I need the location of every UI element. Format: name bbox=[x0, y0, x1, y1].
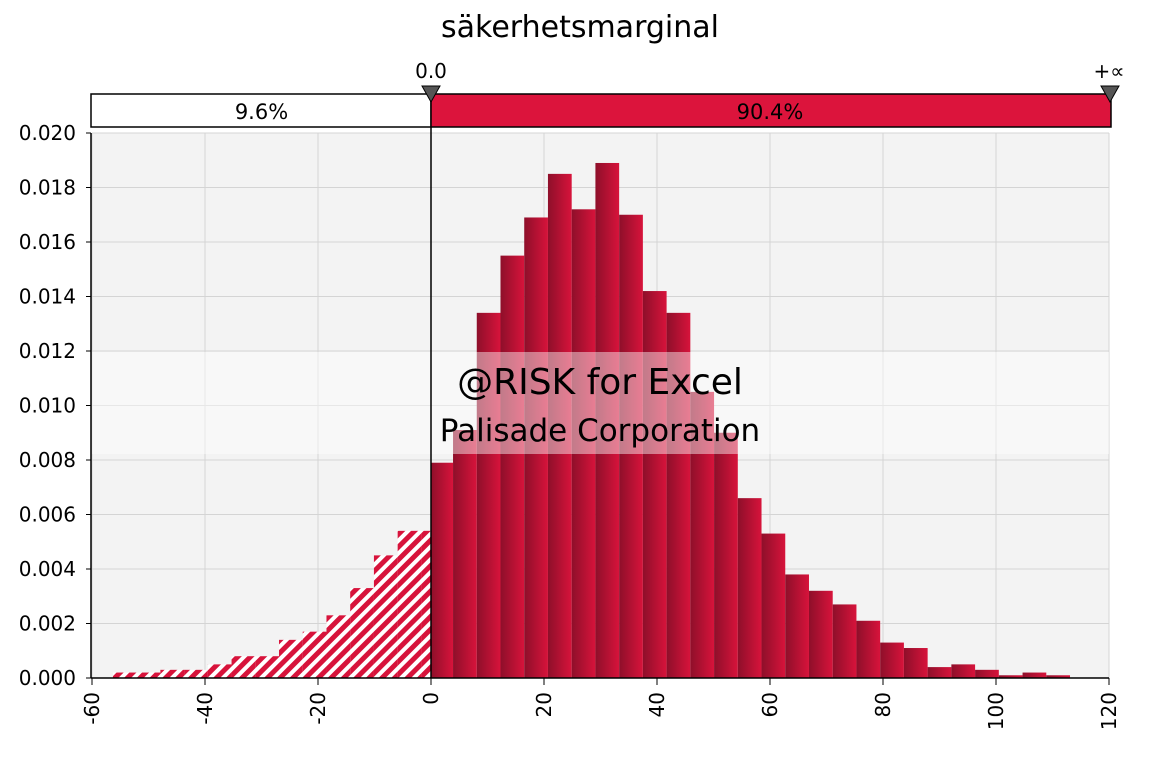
x-tick-label: -40 bbox=[193, 692, 217, 725]
histogram-bar bbox=[666, 312, 691, 678]
y-tick-label: 0.014 bbox=[19, 285, 76, 309]
y-tick-label: 0.018 bbox=[19, 176, 76, 200]
histogram-bar bbox=[856, 620, 881, 678]
x-tick-label: 60 bbox=[758, 692, 782, 717]
histogram-bar bbox=[255, 656, 280, 678]
x-tick-label: 100 bbox=[984, 692, 1008, 730]
y-tick-label: 0.004 bbox=[19, 557, 76, 581]
x-tick-label: 120 bbox=[1097, 692, 1121, 730]
chart-title: säkerhetsmarginal bbox=[441, 10, 719, 45]
histogram-bar bbox=[927, 667, 952, 678]
percent-left-label: 9.6% bbox=[235, 100, 288, 124]
x-tick-label: 40 bbox=[645, 692, 669, 717]
histogram-bar bbox=[1022, 672, 1047, 678]
histogram-bar bbox=[1046, 675, 1071, 678]
y-tick-label: 0.008 bbox=[19, 448, 76, 472]
histogram-bar bbox=[571, 209, 596, 679]
histogram-bar bbox=[231, 656, 256, 678]
histogram-bar bbox=[690, 391, 715, 678]
percent-band-left bbox=[90, 93, 432, 128]
histogram-bar bbox=[832, 604, 857, 678]
x-tick-label: -60 bbox=[80, 692, 104, 725]
histogram-bar bbox=[619, 214, 643, 678]
watermark-band bbox=[92, 352, 1109, 454]
histogram-bar bbox=[998, 675, 1023, 678]
histogram-bar bbox=[595, 162, 620, 679]
histogram-bar bbox=[279, 639, 303, 678]
histogram-bar bbox=[373, 555, 398, 678]
histogram-bar bbox=[397, 530, 422, 678]
histogram-bar bbox=[350, 588, 374, 678]
y-tick-label: 0.000 bbox=[19, 666, 76, 690]
y-tick-label: 0.016 bbox=[19, 230, 76, 254]
histogram-bar bbox=[951, 664, 976, 678]
watermark-subtitle: Palisade Corporation bbox=[440, 413, 760, 449]
y-tick-label: 0.002 bbox=[19, 612, 76, 636]
histogram-bar bbox=[453, 430, 477, 678]
percent-band-right bbox=[430, 93, 1112, 128]
watermark-title: @RISK for Excel bbox=[457, 362, 743, 403]
x-tick-label: -20 bbox=[306, 692, 330, 725]
percent-right-label: 90.4% bbox=[737, 100, 804, 124]
histogram-bar bbox=[785, 574, 809, 678]
histogram-bar bbox=[431, 462, 454, 678]
histogram-bar bbox=[207, 664, 232, 678]
histogram-bar bbox=[112, 672, 137, 678]
y-tick-label: 0.006 bbox=[19, 503, 76, 527]
histogram-bar bbox=[500, 255, 525, 678]
delimiter-handle-left[interactable] bbox=[421, 85, 441, 104]
delimiter-right-value: +∝ bbox=[1093, 59, 1124, 83]
y-tick-label: 0.010 bbox=[19, 394, 76, 418]
histogram-bar bbox=[903, 648, 928, 678]
y-tick-label: 0.012 bbox=[19, 339, 76, 363]
histogram-bar bbox=[184, 669, 208, 678]
histogram-bar bbox=[880, 642, 904, 678]
x-tick-label: 0 bbox=[419, 692, 443, 705]
histogram-bar bbox=[975, 669, 999, 678]
histogram-bar bbox=[808, 590, 833, 678]
x-tick-label: 80 bbox=[871, 692, 895, 717]
histogram-bar bbox=[642, 291, 667, 678]
delimiter-handle-right[interactable] bbox=[1100, 85, 1120, 104]
histogram-bar bbox=[547, 173, 572, 678]
histogram-bar bbox=[136, 672, 161, 678]
delimiter-left-value: 0.0 bbox=[415, 59, 447, 83]
histogram-bar bbox=[421, 530, 431, 678]
histogram-bar bbox=[302, 631, 327, 678]
histogram-bar bbox=[476, 312, 501, 678]
y-tick-label: 0.020 bbox=[19, 121, 76, 145]
x-tick-label: 20 bbox=[532, 692, 556, 717]
histogram-bar bbox=[326, 615, 351, 678]
histogram-bar bbox=[761, 533, 786, 678]
histogram-bar bbox=[737, 498, 762, 678]
histogram-bar bbox=[524, 217, 548, 678]
histogram-bar bbox=[714, 432, 738, 678]
histogram-bar bbox=[160, 669, 185, 678]
